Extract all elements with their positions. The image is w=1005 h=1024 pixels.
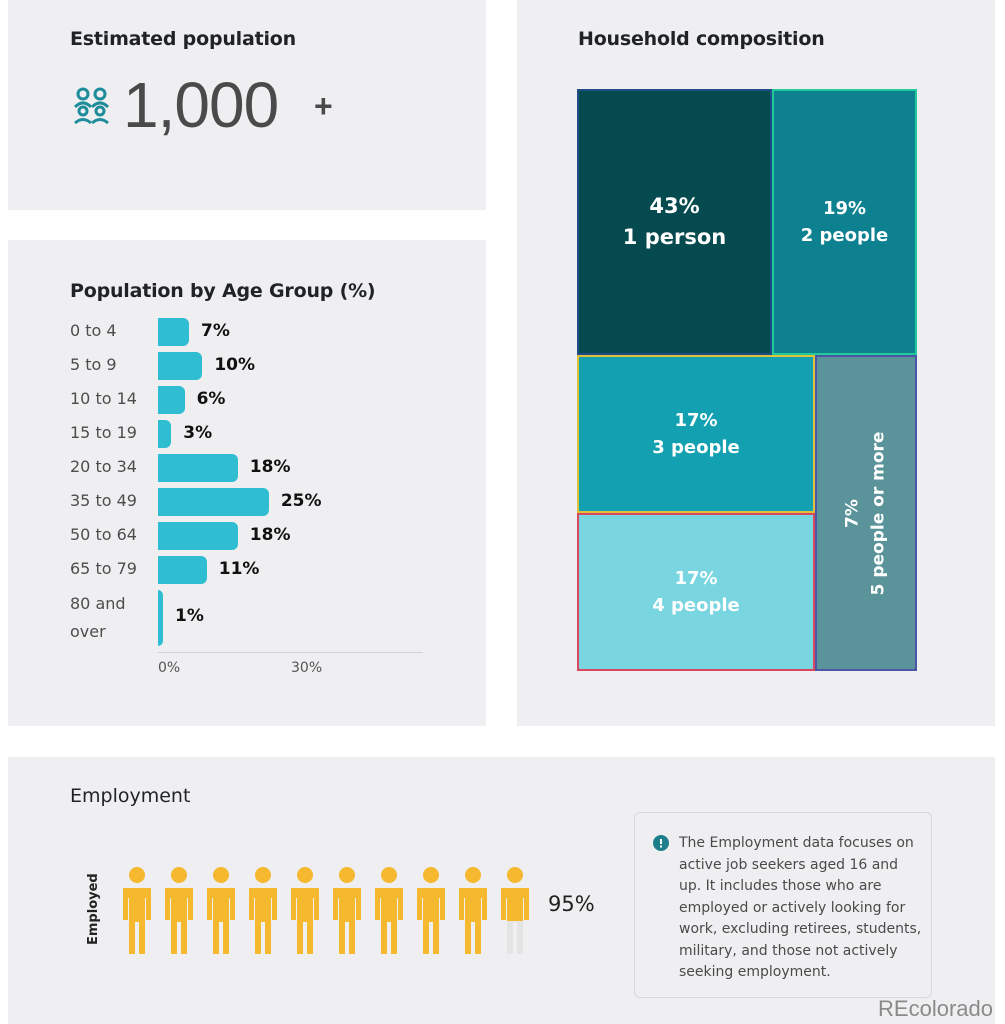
age-group-card — [8, 240, 486, 726]
person-icon — [207, 867, 235, 954]
person-icon — [459, 867, 487, 954]
person-icon — [165, 867, 193, 954]
person-icon — [123, 867, 151, 954]
household-tile: 17% 4 people — [577, 513, 815, 671]
household-tile-label: 1 person — [622, 225, 727, 249]
age-category-label: 20 to 34 — [70, 457, 137, 476]
age-bar — [158, 590, 163, 646]
age-bar-value: 7% — [201, 321, 230, 341]
age-bar — [158, 454, 238, 482]
person-icon — [417, 867, 445, 954]
people-group-icon — [73, 87, 110, 125]
age-bar-value: 25% — [280, 491, 322, 511]
watermark: REcolorado — [878, 996, 993, 1021]
age-category-label: 10 to 14 — [70, 389, 137, 408]
age-bar — [158, 522, 238, 550]
age-category-label: 80 and over — [70, 594, 126, 641]
estimated-population-card: Estimated population 1,000 + — [8, 0, 486, 210]
age-category-label: 0 to 4 — [70, 321, 117, 340]
household-tile-pct: 19% — [822, 198, 867, 219]
age-category-label: 50 to 64 — [70, 525, 137, 544]
age-bar-value: 1% — [175, 606, 204, 626]
household-tile-pct: 7% — [842, 498, 863, 528]
employment-note: The Employment data focuses on active jo… — [634, 812, 932, 998]
household-tile-label: 2 people — [800, 225, 889, 246]
x-tick-0: 0% — [158, 660, 181, 676]
household-tile: 43% 1 person — [577, 89, 772, 355]
age-category-label: 5 to 9 — [70, 355, 117, 374]
age-bar — [158, 488, 269, 516]
age-bar-value: 10% — [214, 355, 256, 375]
household-tile-label: 5 people or more — [868, 431, 889, 595]
age-bar — [158, 420, 172, 448]
person-icon — [333, 867, 361, 954]
person-icon — [501, 867, 529, 954]
household-tile-pct: 43% — [649, 193, 700, 218]
info-icon — [653, 835, 669, 851]
estimated-population-title: Estimated population — [70, 28, 296, 50]
employment-note-text: The Employment data focuses on active jo… — [679, 835, 922, 980]
household-tile-text: 43% 1 person — [623, 191, 726, 254]
household-tile: 17% 3 people — [577, 355, 815, 513]
age-bar-value: 18% — [249, 525, 291, 545]
x-tick-30: 30% — [291, 660, 323, 676]
household-tile: 19% 2 people — [772, 89, 917, 355]
age-bar-value: 11% — [218, 559, 260, 579]
household-tile-text: 17% 3 people — [652, 407, 740, 461]
household-tile-pct: 17% — [674, 410, 718, 431]
person-icon — [249, 867, 277, 954]
population-suffix: + — [314, 88, 333, 124]
age-category-label: 35 to 49 — [70, 491, 137, 510]
age-category-label: 15 to 19 — [70, 423, 137, 442]
age-bar-value: 18% — [249, 457, 291, 477]
age-category-label: 65 to 79 — [70, 559, 137, 578]
age-bar-value: 3% — [183, 423, 213, 443]
age-chart-title: Population by Age Group (%) — [70, 280, 376, 302]
age-bar — [158, 318, 190, 346]
employment-value: 95% — [548, 892, 595, 916]
age-bar — [158, 352, 203, 380]
household-tile-pct: 17% — [674, 568, 718, 589]
employment-title: Employment — [70, 785, 191, 807]
household-tile-label: 3 people — [652, 437, 740, 458]
household-tile-label: 4 people — [652, 595, 740, 616]
age-bar — [158, 386, 185, 414]
household-tile-text: 7% 5 people or more — [841, 431, 892, 595]
employed-axis-label: Employed — [86, 873, 101, 945]
person-icon — [291, 867, 319, 954]
household-tile-text: 19% 2 people — [801, 195, 889, 249]
household-tile: 7% 5 people or more — [815, 355, 917, 671]
age-bar — [158, 556, 207, 584]
household-tile-text: 17% 4 people — [652, 565, 740, 619]
age-axis-line — [158, 652, 423, 653]
person-icon — [375, 867, 403, 954]
population-value: 1,000 — [123, 69, 279, 141]
age-bar-value: 6% — [196, 389, 226, 409]
household-title: Household composition — [578, 28, 825, 50]
